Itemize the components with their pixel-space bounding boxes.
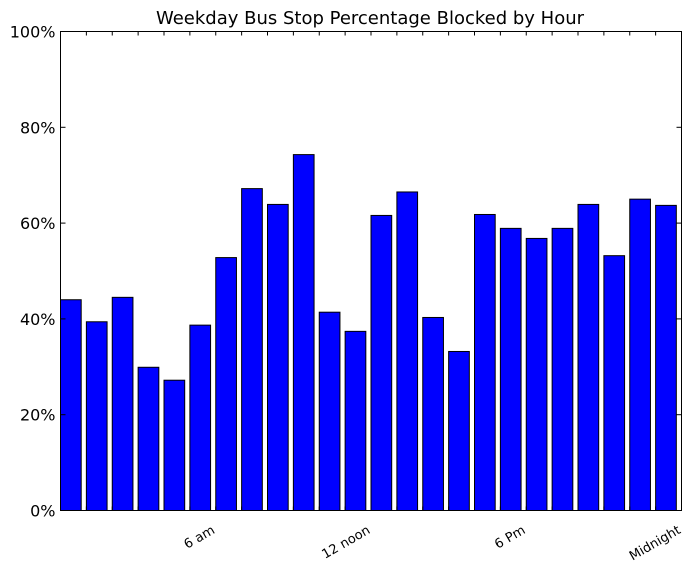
bar-hour-13 [396,191,419,511]
bar-hour-8 [267,203,289,511]
x-tick-label-18: 6 Pm [492,523,528,552]
plot-frame [60,31,682,511]
bar-hour-16 [474,213,496,511]
bar-hour-10 [318,311,341,511]
y-tick-label-40: 40% [20,310,56,329]
bar-hour-1 [85,321,108,511]
bar-hour-15 [448,350,470,511]
bar-hour-4 [163,379,186,511]
bar-hour-0 [60,299,82,511]
chart-title: Weekday Bus Stop Percentage Blocked by H… [156,8,585,29]
bar-hour-22 [629,198,651,511]
x-tick-label-24: Midnight [627,523,683,564]
y-tick-label-100: 100% [10,23,56,42]
x-tick-label-6: 6 am [182,523,218,553]
bar-hour-17 [499,227,522,512]
y-tick-label-20: 20% [20,406,56,425]
bar-hour-23 [655,204,677,511]
bar-hour-6 [215,257,237,512]
bars-group [60,154,677,512]
y-axis: 0% 20% 40% 60% 80% 100% [10,23,682,521]
y-tick-label-80: 80% [20,118,56,137]
bar-hour-20 [577,203,600,511]
bar-hour-19 [551,227,574,512]
bar-hour-5 [189,324,212,512]
bar-hour-18 [525,237,548,511]
y-tick-label-0: 0% [30,502,55,521]
bar-hour-21 [603,255,626,511]
bar-hour-9 [292,154,315,511]
bar-hour-3 [137,366,160,511]
bar-hour-7 [241,188,263,511]
bar-hour-14 [422,316,444,512]
bar-hour-12 [370,214,393,511]
y-tick-label-60: 60% [20,214,56,233]
bar-hour-2 [111,296,134,511]
x-tick-label-12: 12 noon [320,523,373,563]
bar-hour-11 [344,330,367,511]
